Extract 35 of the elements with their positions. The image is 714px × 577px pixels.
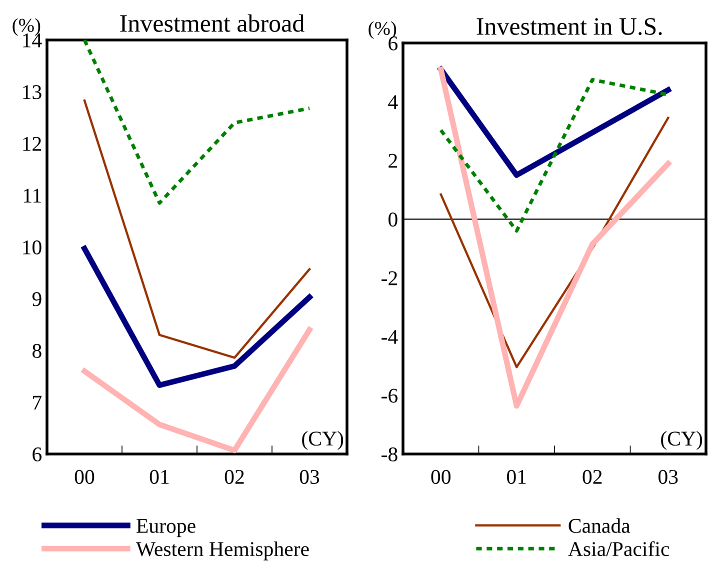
y-tick-label: 6 — [32, 447, 42, 462]
legend-label: Europe — [136, 519, 196, 538]
y-tick-label: 0 — [388, 212, 398, 227]
x-axis-title: (CY) — [302, 430, 344, 450]
x-tick-label: 00 — [74, 470, 94, 484]
legend-label: Canada — [568, 518, 630, 533]
x-tick-label: 00 — [431, 470, 450, 484]
y-tick-label: 12 — [23, 136, 41, 151]
legend-label: Asia/Pacific — [568, 541, 670, 556]
y-tick-label: 14 — [23, 33, 42, 48]
y-tick-label: 13 — [23, 85, 42, 100]
x-tick-label: 02 — [224, 470, 244, 484]
y-tick-label: 9 — [32, 292, 42, 306]
y-tick-label: 2 — [388, 154, 397, 168]
x-tick-label: 03 — [658, 470, 678, 484]
x-tick-label: 01 — [150, 470, 169, 484]
y-tick-label: -6 — [382, 388, 398, 403]
x-tick-label: 01 — [507, 470, 526, 484]
legend-label: Western Hemisphere — [136, 541, 309, 560]
x-tick-label: 03 — [300, 470, 320, 484]
chart-title: Investment abroad — [120, 14, 304, 32]
line-series — [82, 40, 312, 205]
chart-title: Investment in U.S. — [476, 18, 662, 36]
x-tick-label: 02 — [582, 470, 602, 484]
y-tick-label: -8 — [382, 447, 398, 462]
y-tick-label: 11 — [24, 188, 41, 202]
y-tick-label: 7 — [33, 396, 42, 410]
y-tick-label: -4 — [382, 330, 398, 344]
line-series — [83, 99, 311, 359]
y-axis-title: (%) — [12, 18, 40, 36]
x-axis-title: (CY) — [661, 430, 702, 450]
y-tick-label: 4 — [388, 95, 398, 109]
y-tick-label: 10 — [23, 240, 42, 254]
y-tick-label: -2 — [382, 271, 397, 286]
y-tick-label: 8 — [32, 344, 42, 358]
